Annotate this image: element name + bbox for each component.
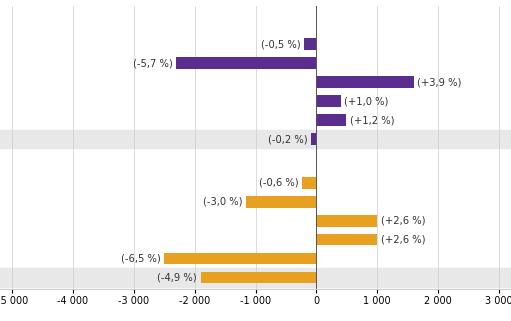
Bar [316, 76, 414, 88]
Text: (-4,9 %): (-4,9 %) [157, 273, 197, 282]
Bar [201, 272, 316, 283]
Bar [316, 114, 346, 126]
Text: (-6,5 %): (-6,5 %) [121, 254, 160, 264]
Bar [303, 177, 316, 189]
Bar [246, 196, 316, 208]
Text: (+2,6 %): (+2,6 %) [381, 235, 425, 245]
Text: (-0,6 %): (-0,6 %) [259, 178, 299, 188]
Text: (+3,9 %): (+3,9 %) [417, 77, 462, 87]
Bar [176, 57, 316, 69]
Text: (-3,0 %): (-3,0 %) [203, 197, 243, 207]
Bar [0, 268, 511, 287]
Text: (-5,7 %): (-5,7 %) [133, 58, 173, 68]
Bar [316, 95, 341, 107]
Bar [316, 234, 377, 246]
Text: (+2,6 %): (+2,6 %) [381, 216, 425, 226]
Bar [312, 133, 316, 145]
Bar [0, 130, 511, 148]
Text: (+1,0 %): (+1,0 %) [344, 96, 389, 106]
Bar [164, 253, 316, 265]
Text: (-0,5 %): (-0,5 %) [261, 39, 300, 49]
Bar [304, 39, 316, 50]
Text: (-0,2 %): (-0,2 %) [268, 134, 308, 144]
Bar [316, 215, 377, 227]
Text: (+1,2 %): (+1,2 %) [350, 115, 394, 125]
